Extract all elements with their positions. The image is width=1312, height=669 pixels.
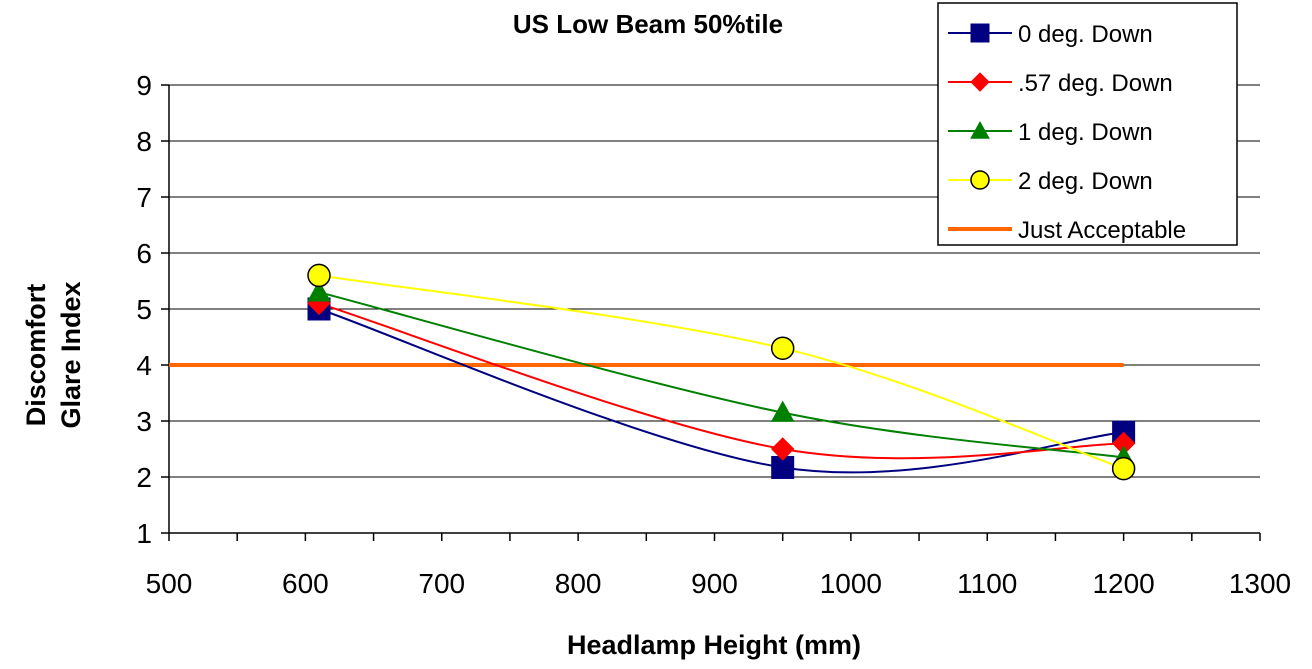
legend-box	[937, 2, 1238, 246]
series-line-57-deg-down	[318, 302, 1124, 460]
y-tick-label-3: 3	[136, 406, 152, 437]
y-axis-title-line-1: Discomfort	[21, 284, 51, 427]
y-tick-label-7: 7	[136, 182, 152, 213]
legend-marker-0-deg-down	[970, 23, 990, 43]
x-tick-label-1200: 1200	[1092, 568, 1154, 599]
point-57-deg-down-1	[770, 437, 795, 461]
x-tick-label-1300: 1300	[1229, 568, 1291, 599]
legend-label-just-acceptable: Just Acceptable	[1018, 217, 1186, 244]
y-tick-label-2: 2	[136, 462, 152, 493]
tick-labels: 1 2 3 4 5 6 7 8 9 500 600 700 800 900 1000 1100 1200 1300	[136, 70, 1291, 599]
y-tick-label-9: 9	[136, 70, 152, 101]
x-tick-label-900: 900	[691, 568, 738, 599]
x-tick-label-1000: 1000	[820, 568, 882, 599]
legend: 0 deg. Down .57 deg. Down 1 deg. Down 2 deg…	[937, 2, 1238, 246]
legend-marker-2-deg-down	[970, 170, 990, 190]
y-tick-label-6: 6	[136, 238, 152, 269]
series-layer	[169, 263, 1136, 481]
x-tick-label-600: 600	[282, 568, 329, 599]
y-axis-title: Discomfort Glare Index	[21, 281, 86, 428]
x-axis-title: Headlamp Height (mm)	[567, 630, 861, 660]
y-tick-label-1: 1	[136, 518, 152, 549]
series-line-2-deg-down	[318, 274, 1124, 470]
y-tick-label-4: 4	[136, 350, 152, 381]
legend-marker-1-deg-down	[970, 120, 990, 139]
y-tick-label-5: 5	[136, 294, 152, 325]
point-2-deg-down-0	[307, 263, 331, 288]
y-tick-label-8: 8	[136, 126, 152, 157]
legend-label-2-deg-down: 2 deg. Down	[1018, 168, 1153, 195]
legend-label-57-deg-down: .57 deg. Down	[1018, 70, 1173, 97]
x-tick-label-500: 500	[146, 568, 193, 599]
x-tick-label-700: 700	[418, 568, 465, 599]
x-tick-label-1100: 1100	[957, 568, 1017, 599]
point-2-deg-down-2	[1111, 456, 1136, 481]
legend-marker-57-deg-down	[970, 72, 990, 92]
series-line-1-deg-down	[318, 291, 1124, 459]
chart-title: US Low Beam 50%tile	[513, 9, 783, 39]
x-tick-label-800: 800	[555, 568, 602, 599]
axes	[161, 84, 1261, 541]
point-1-deg-down-1	[770, 400, 795, 422]
legend-label-1-deg-down: 1 deg. Down	[1018, 119, 1153, 146]
legend-label-0-deg-down: 0 deg. Down	[1018, 21, 1153, 48]
point-2-deg-down-1	[770, 336, 795, 360]
y-axis-title-line-2: Glare Index	[56, 281, 86, 428]
series-line-0-deg-down	[318, 308, 1124, 474]
point-1-deg-down-0	[307, 280, 331, 302]
